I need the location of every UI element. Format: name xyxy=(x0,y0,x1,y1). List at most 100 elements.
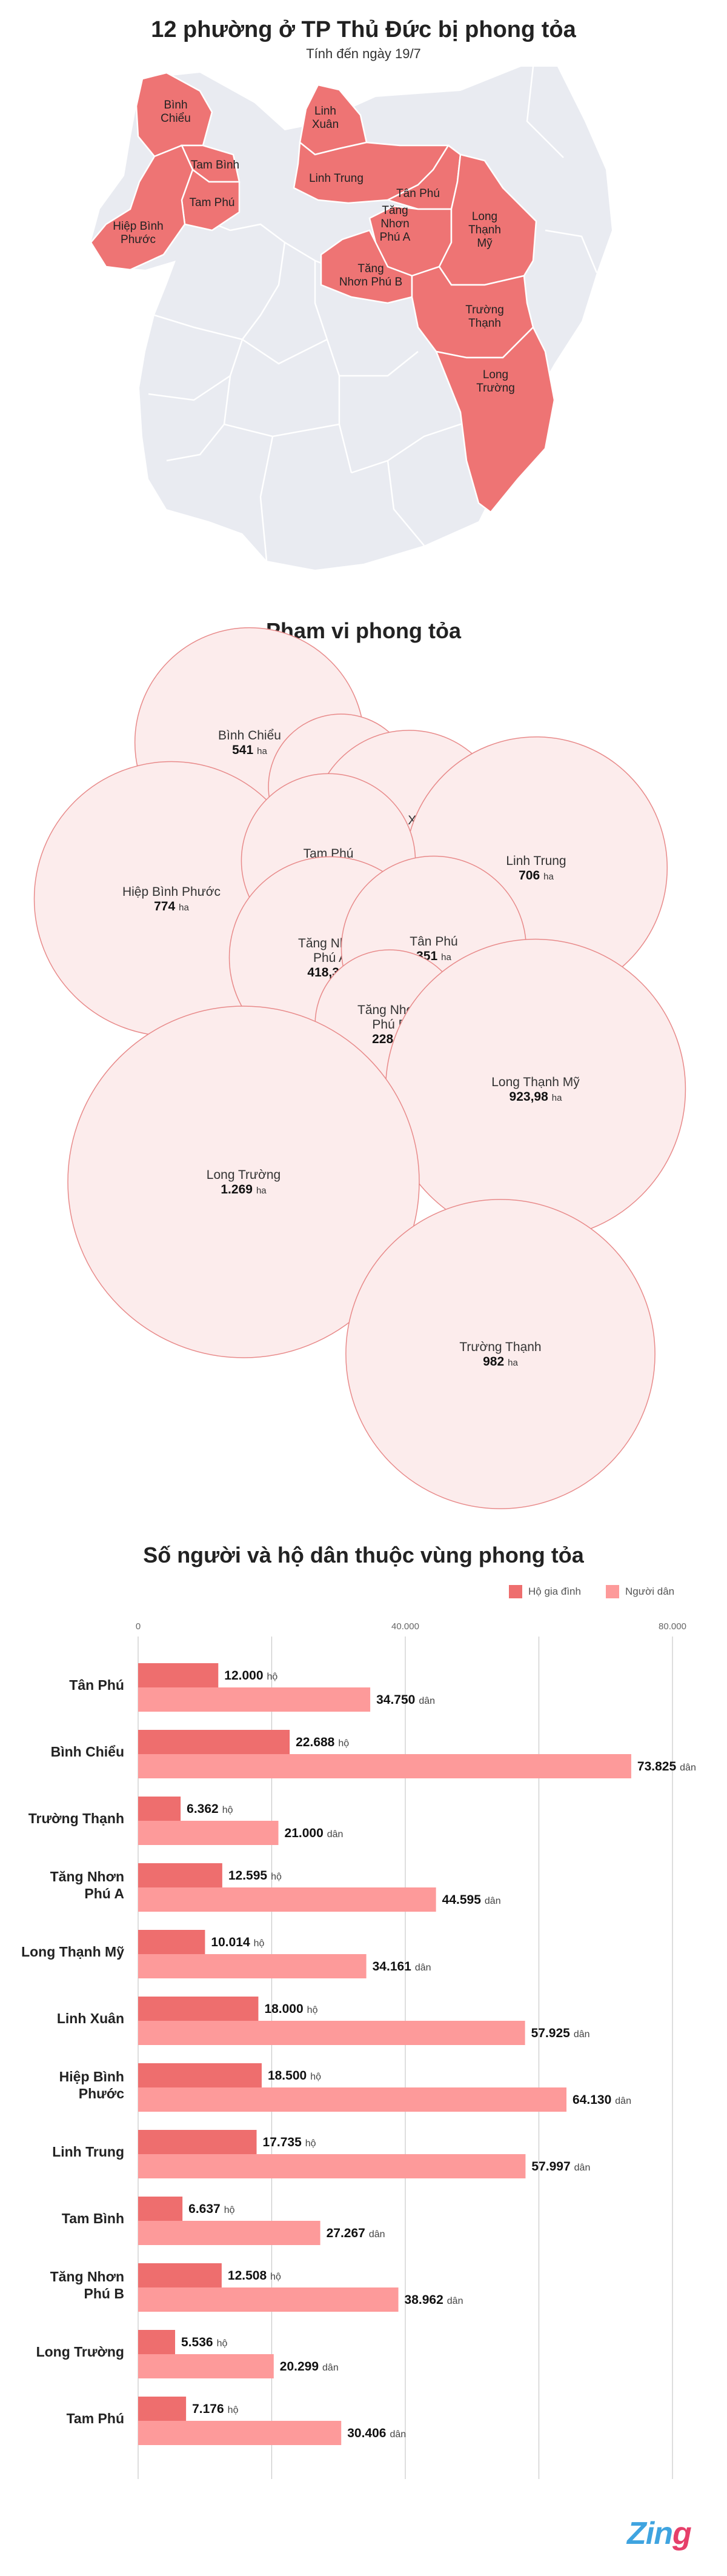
bubble-value: 774 ha xyxy=(154,899,189,913)
value-unit: hộ xyxy=(267,1672,278,1682)
bar-residents xyxy=(138,2154,526,2178)
map-label-truong-thanh: Trường xyxy=(465,304,504,316)
map-label-long-truong: Trường xyxy=(476,382,515,395)
legend-swatch-households xyxy=(509,1585,522,1598)
bubble-name: Long Trường xyxy=(207,1168,281,1182)
bubble-value-unit: ha xyxy=(552,1093,562,1103)
x-tick-label: 80.000 xyxy=(659,1621,686,1632)
value-number: 34.750 xyxy=(376,1693,415,1707)
value-label-households: 22.688 hộ xyxy=(296,1735,349,1749)
category-label: Tân Phú xyxy=(69,1677,124,1693)
value-number: 21.000 xyxy=(285,1826,324,1840)
value-number: 12.508 xyxy=(228,2269,267,2283)
map-label-linh-xuan: Xuân xyxy=(312,118,339,131)
bar-households xyxy=(138,2263,222,2287)
zing-logo: Zing xyxy=(627,2515,692,2552)
value-number: 73.825 xyxy=(637,1760,677,1774)
value-label-households: 5.536 hộ xyxy=(181,2335,227,2349)
value-label-residents: 44.595 dân xyxy=(442,1893,501,1907)
value-number: 44.595 xyxy=(442,1893,482,1907)
bubble-value-unit: ha xyxy=(257,746,267,756)
bar-households xyxy=(138,1663,219,1687)
bubble-chart: Bình Chiểu541haTam Bình217haLinh Xuân387… xyxy=(33,627,686,1509)
bubble-value: 706 ha xyxy=(519,869,554,883)
map-label-long-thanh-my: Mỹ xyxy=(477,237,493,250)
value-label-households: 17.735 hộ xyxy=(263,2135,316,2149)
bars-group: 0 40.000 80.000 Tân Phú 12.000 hộ 34.750 dân Bìn… xyxy=(21,1621,696,2479)
value-unit: hộ xyxy=(310,2072,321,2082)
bar-residents xyxy=(138,2221,320,2245)
bubble-name: Phú A xyxy=(313,951,347,965)
value-label-households: 18.500 hộ xyxy=(268,2069,321,2083)
category-label: Phú A xyxy=(84,1886,124,1901)
bar-residents xyxy=(138,2354,274,2378)
bar-households xyxy=(138,1797,181,1821)
value-number: 64.130 xyxy=(573,2093,611,2107)
bubble-value-number: 228 xyxy=(372,1032,393,1046)
bar-households xyxy=(138,2197,183,2221)
value-number: 5.536 xyxy=(181,2335,213,2349)
bubble-value: 541 ha xyxy=(232,743,267,757)
bubble xyxy=(345,1199,656,1509)
bubble-value-number: 541 xyxy=(232,743,253,757)
map-label-hiep-binh-phuoc: Hiệp Bình xyxy=(113,220,163,233)
value-unit: hộ xyxy=(217,2338,228,2349)
value-unit: dân xyxy=(615,2096,631,2106)
bubble-value: 923,98 ha xyxy=(510,1090,563,1104)
value-number: 57.997 xyxy=(531,2160,570,2174)
map-subtitle: Tính đến ngày 19/7 xyxy=(306,46,421,61)
map-label-binh-chieu: Bình xyxy=(164,99,187,112)
value-label-residents: 21.000 dân xyxy=(285,1826,344,1840)
bar-households xyxy=(138,2063,262,2087)
value-unit: dân xyxy=(485,1896,501,1906)
value-number: 38.962 xyxy=(405,2293,443,2307)
map-label-linh-trung: Linh Trung xyxy=(309,172,364,185)
map-label-tam-binh: Tam Bình xyxy=(191,159,239,172)
bar-households xyxy=(138,1863,222,1887)
map-label-truong-thanh: Thạnh xyxy=(468,317,501,330)
map-label-tang-nhon-phu-a: Tăng xyxy=(382,204,408,217)
value-unit: hộ xyxy=(271,1872,282,1882)
category-label: Hiệp Bình xyxy=(59,2069,124,2084)
bar-residents xyxy=(138,2287,399,2312)
bar-residents xyxy=(138,1954,367,1978)
map-label-tan-phu: Tân Phú xyxy=(396,187,440,200)
value-unit: dân xyxy=(447,2296,463,2306)
value-unit: dân xyxy=(322,2363,339,2373)
map-label-tang-nhon-phu-b: Tăng xyxy=(357,262,383,275)
bubble-name: Hiệp Bình Phước xyxy=(122,885,221,899)
value-label-residents: 34.750 dân xyxy=(376,1693,435,1707)
legend-households: Hộ gia đình xyxy=(509,1585,581,1598)
ward-long-truong xyxy=(434,325,556,513)
logo-text-accent: g xyxy=(672,2516,692,2551)
value-number: 34.161 xyxy=(373,1960,412,1974)
value-label-residents: 64.130 dân xyxy=(573,2093,631,2107)
value-label-households: 12.508 hộ xyxy=(228,2269,281,2283)
value-number: 6.362 xyxy=(187,1802,219,1816)
value-unit: hộ xyxy=(305,2138,316,2149)
value-unit: dân xyxy=(574,2163,591,2173)
value-unit: dân xyxy=(327,1829,344,1840)
bubble-group: Bình Chiểu541haTam Bình217haLinh Xuân387… xyxy=(33,627,686,1509)
value-unit: hộ xyxy=(254,1938,265,1949)
value-unit: dân xyxy=(390,2429,406,2440)
map-label-long-truong: Long xyxy=(483,369,508,381)
map-label-long-thanh-my: Thạnh xyxy=(468,224,501,236)
map-label-binh-chieu: Chiểu xyxy=(161,112,191,125)
logo-text-main: Zin xyxy=(627,2516,673,2551)
value-label-residents: 27.267 dân xyxy=(327,2226,385,2240)
bar-households xyxy=(138,2130,257,2154)
value-number: 18.500 xyxy=(268,2069,307,2083)
legend-residents: Người dân xyxy=(606,1585,674,1598)
legend-label-residents: Người dân xyxy=(625,1586,675,1597)
value-unit: hộ xyxy=(307,2005,318,2015)
value-label-households: 12.000 hộ xyxy=(224,1669,277,1683)
category-label: Tăng Nhơn xyxy=(50,1869,124,1884)
bar-households xyxy=(138,1730,290,1754)
category-label: Long Trường xyxy=(36,2344,124,2360)
category-label: Tam Phú xyxy=(67,2411,124,2426)
value-label-residents: 34.161 dân xyxy=(373,1960,431,1974)
value-number: 17.735 xyxy=(263,2135,302,2149)
